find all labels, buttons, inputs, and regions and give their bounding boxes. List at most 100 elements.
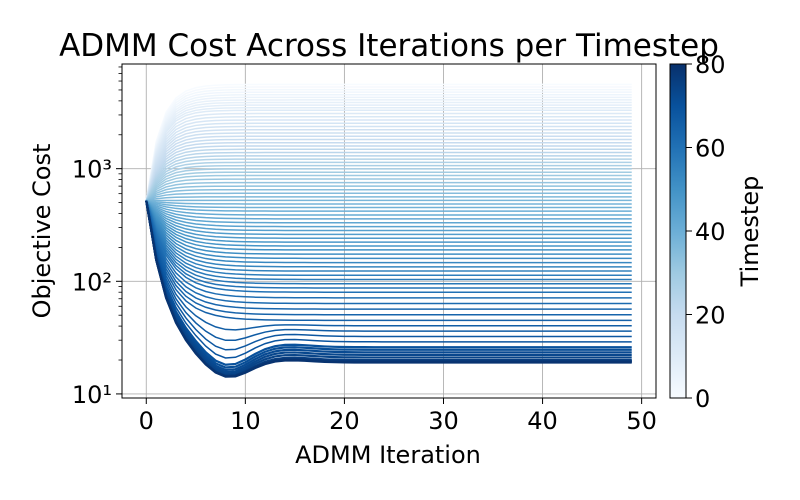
series-line-timestep-68 bbox=[145, 200, 632, 351]
series-line-timestep-39 bbox=[146, 199, 632, 209]
series-line-timestep-43 bbox=[145, 200, 632, 224]
series-line-timestep-15 bbox=[145, 125, 632, 201]
x-tick-label: 40 bbox=[527, 407, 558, 435]
series-line-timestep-0 bbox=[145, 83, 632, 201]
series-line-timestep-41 bbox=[145, 199, 632, 216]
series-line-timestep-66 bbox=[145, 200, 632, 331]
y-tick-label: 10² bbox=[72, 268, 112, 296]
y-tick-label: 10¹ bbox=[72, 381, 112, 409]
series-line-timestep-44 bbox=[145, 200, 632, 228]
series-line-timestep-63 bbox=[145, 200, 632, 310]
series-line-timestep-62 bbox=[145, 200, 632, 305]
series-line-timestep-64 bbox=[145, 200, 632, 316]
series-line-timestep-65 bbox=[145, 200, 632, 322]
series-line-timestep-5 bbox=[145, 96, 632, 201]
x-tick-label: 50 bbox=[626, 407, 657, 435]
series-line-timestep-10 bbox=[145, 109, 632, 201]
series-line-timestep-19 bbox=[145, 138, 632, 201]
series-line-timestep-26 bbox=[145, 161, 632, 201]
series-line-timestep-73 bbox=[145, 200, 632, 374]
x-axis-label: ADMM Iteration bbox=[295, 441, 481, 469]
chart-title: ADMM Cost Across Iterations per Timestep bbox=[59, 28, 719, 64]
series-line-timestep-20 bbox=[145, 141, 632, 201]
series-line-timestep-72 bbox=[145, 200, 632, 372]
series-line-timestep-27 bbox=[145, 164, 632, 202]
series-line-timestep-8 bbox=[145, 104, 632, 201]
series-line-timestep-22 bbox=[145, 148, 632, 201]
series-line-timestep-9 bbox=[145, 106, 632, 201]
series-line-timestep-13 bbox=[145, 119, 632, 201]
series-line-timestep-47 bbox=[145, 200, 632, 240]
series-line-timestep-14 bbox=[145, 122, 632, 201]
series-line-timestep-54 bbox=[145, 200, 632, 268]
series-line-timestep-2 bbox=[145, 88, 632, 201]
series-line-timestep-69 bbox=[145, 200, 632, 359]
colorbar-tick-label: 80 bbox=[695, 51, 726, 79]
series-line-timestep-31 bbox=[145, 178, 632, 202]
series-line-timestep-56 bbox=[145, 200, 632, 277]
series-line-timestep-52 bbox=[145, 200, 632, 260]
series-line-timestep-59 bbox=[145, 200, 632, 289]
series-line-timestep-42 bbox=[145, 200, 632, 220]
series-line-timestep-58 bbox=[145, 200, 632, 285]
series-line-timestep-51 bbox=[145, 200, 632, 255]
series-line-timestep-36 bbox=[146, 196, 632, 202]
series-line-timestep-6 bbox=[145, 99, 632, 201]
series-line-timestep-28 bbox=[145, 168, 632, 202]
series-line-timestep-38 bbox=[146, 199, 632, 205]
series-line-timestep-40 bbox=[146, 199, 632, 212]
series-line-timestep-45 bbox=[145, 200, 632, 232]
colorbar bbox=[669, 63, 687, 399]
series-line-timestep-70 bbox=[145, 200, 632, 366]
x-tick-label: 0 bbox=[139, 407, 154, 435]
colorbar-tick-label: 0 bbox=[695, 385, 710, 413]
series-line-timestep-1 bbox=[145, 86, 632, 201]
series-line-timestep-23 bbox=[145, 151, 632, 201]
colorbar-ticks: 0 20 40 60 80 bbox=[686, 51, 726, 413]
series-line-timestep-48 bbox=[145, 200, 632, 243]
series-line-timestep-33 bbox=[145, 185, 632, 202]
series-line-timestep-53 bbox=[145, 200, 632, 264]
series-line-timestep-71 bbox=[145, 200, 632, 369]
series-lines bbox=[145, 83, 632, 378]
colorbar-tick-label: 40 bbox=[695, 218, 726, 246]
series-line-timestep-7 bbox=[145, 101, 632, 201]
series-line-timestep-57 bbox=[145, 200, 632, 281]
series-line-timestep-74 bbox=[145, 200, 632, 376]
plot-frame bbox=[121, 63, 657, 399]
series-line-timestep-30 bbox=[145, 174, 632, 202]
series-line-timestep-25 bbox=[145, 158, 632, 201]
y-axis-label: Objective Cost bbox=[28, 144, 56, 319]
series-line-timestep-18 bbox=[145, 135, 632, 201]
series-line-timestep-29 bbox=[145, 171, 632, 202]
series-line-timestep-34 bbox=[145, 188, 632, 202]
series-line-timestep-35 bbox=[146, 192, 632, 202]
series-line-timestep-11 bbox=[145, 112, 632, 201]
series-line-timestep-17 bbox=[145, 132, 632, 201]
x-tick-label: 20 bbox=[329, 407, 360, 435]
series-line-timestep-4 bbox=[145, 94, 632, 201]
series-line-timestep-49 bbox=[145, 200, 632, 247]
x-tick-label: 10 bbox=[230, 407, 261, 435]
series-line-timestep-67 bbox=[145, 200, 632, 342]
series-line-timestep-3 bbox=[145, 91, 632, 201]
series-line-timestep-60 bbox=[145, 200, 632, 293]
colorbar-tick-label: 60 bbox=[695, 135, 726, 163]
series-line-timestep-21 bbox=[145, 145, 632, 201]
series-line-timestep-32 bbox=[145, 181, 632, 202]
colorbar-label: Timestep bbox=[736, 176, 764, 288]
series-line-timestep-16 bbox=[145, 128, 632, 201]
series-line-timestep-61 bbox=[145, 200, 632, 299]
series-line-timestep-12 bbox=[145, 116, 632, 201]
x-tick-label: 30 bbox=[428, 407, 459, 435]
series-line-timestep-79 bbox=[145, 200, 632, 378]
y-axis-ticks: 10¹ 10² 10³ bbox=[72, 66, 122, 409]
series-line-timestep-50 bbox=[145, 200, 632, 251]
x-axis-ticks: 0 10 20 30 40 50 bbox=[139, 398, 657, 435]
colorbar-tick-label: 20 bbox=[695, 302, 726, 330]
series-line-timestep-46 bbox=[145, 200, 632, 236]
series-line-timestep-55 bbox=[145, 200, 632, 272]
series-line-timestep-24 bbox=[145, 155, 632, 201]
y-tick-label: 10³ bbox=[72, 156, 112, 184]
